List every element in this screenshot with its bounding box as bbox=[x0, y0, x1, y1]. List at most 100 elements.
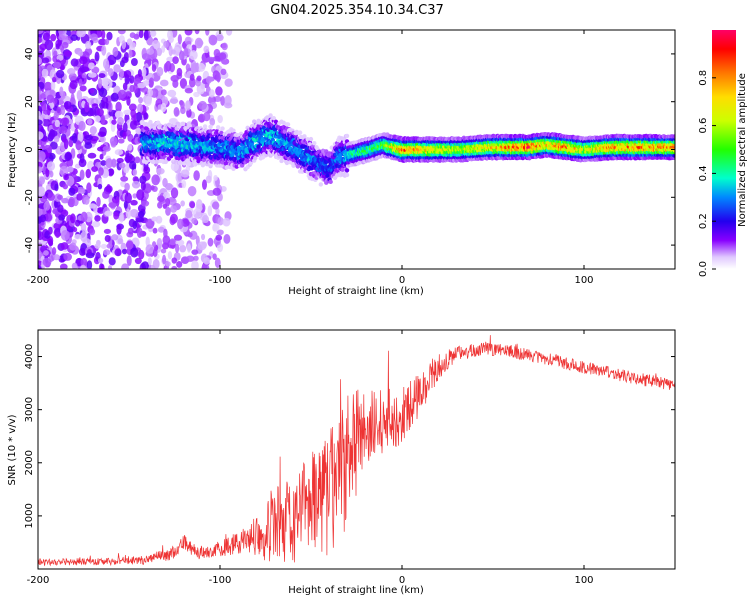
heatmap-cell bbox=[70, 213, 76, 224]
heatmap-cell bbox=[168, 238, 177, 246]
heatmap-cell bbox=[253, 155, 258, 161]
heatmap-cell bbox=[104, 38, 110, 45]
heatmap-cell bbox=[183, 47, 189, 57]
heatmap-cell bbox=[145, 96, 152, 105]
heatmap-cell bbox=[87, 152, 97, 159]
heatmap-cell bbox=[56, 106, 61, 114]
heatmap-cell bbox=[42, 32, 51, 41]
heatmap-cell bbox=[51, 247, 57, 256]
heatmap-cell bbox=[54, 183, 59, 192]
heatmap-cell bbox=[328, 179, 333, 185]
heatmap-cell bbox=[80, 231, 88, 242]
heatmap-cell bbox=[329, 145, 334, 150]
heatmap-cell bbox=[312, 140, 317, 146]
heatmap-cell bbox=[68, 196, 75, 205]
heatmap-cell bbox=[126, 96, 131, 106]
heatmap-cell bbox=[96, 207, 103, 213]
heatmap-cell bbox=[155, 215, 163, 224]
heatmap-cell bbox=[151, 174, 160, 186]
heatmap-cell bbox=[209, 89, 215, 98]
heatmap-cell bbox=[105, 185, 113, 193]
heatmap-cell bbox=[38, 151, 46, 161]
heatmap-cell bbox=[127, 144, 133, 151]
heatmap-cell bbox=[194, 30, 200, 35]
heatmap-cell bbox=[51, 76, 57, 83]
heatmap-cell bbox=[91, 220, 101, 228]
heatmap-cell bbox=[135, 127, 143, 135]
heatmap-cell bbox=[212, 222, 220, 232]
heatmap-cell bbox=[160, 102, 167, 113]
heatmap-cell bbox=[117, 138, 125, 144]
heatmap-cell bbox=[48, 226, 53, 235]
heatmap-cell bbox=[102, 58, 110, 70]
heatmap-cell bbox=[86, 260, 93, 269]
heatmap-cell bbox=[307, 142, 313, 147]
heatmap-cell bbox=[201, 241, 208, 249]
heatmap-cell bbox=[55, 231, 61, 238]
heatmap-cell bbox=[77, 131, 84, 142]
heatmap-cell bbox=[127, 227, 134, 235]
heatmap-cell bbox=[101, 45, 107, 56]
heatmap-cell bbox=[93, 97, 102, 105]
heatmap-cell bbox=[189, 73, 195, 81]
heatmap-cell bbox=[132, 193, 138, 199]
heatmap-cell bbox=[147, 257, 152, 266]
heatmap-cell bbox=[50, 80, 56, 91]
heatmap-cell bbox=[212, 187, 222, 196]
heatmap-cell bbox=[268, 144, 273, 149]
heatmap-cell bbox=[196, 158, 201, 164]
heatmap-cell bbox=[52, 254, 61, 261]
heatmap-cell bbox=[58, 214, 66, 221]
heatmap-cell bbox=[88, 62, 95, 70]
heatmap-cell bbox=[181, 121, 186, 127]
heatmap-cell bbox=[196, 75, 202, 82]
heatmap-cell bbox=[48, 152, 56, 160]
heatmap-cell bbox=[143, 112, 149, 120]
heatmap-cell bbox=[104, 114, 109, 120]
heatmap-cell bbox=[139, 175, 147, 184]
heatmap-cell bbox=[129, 208, 139, 218]
heatmap-cell bbox=[41, 118, 51, 127]
heatmap-cell bbox=[135, 217, 145, 223]
heatmap-cell bbox=[128, 218, 136, 228]
heatmap-cell bbox=[97, 183, 103, 190]
heatmap-cell bbox=[174, 42, 183, 52]
heatmap-cell bbox=[53, 50, 58, 57]
heatmap-cell bbox=[54, 119, 60, 128]
heatmap-cell bbox=[308, 136, 314, 142]
heatmap-cell bbox=[87, 97, 97, 106]
heatmap-cell bbox=[80, 66, 90, 73]
heatmap-cell bbox=[111, 119, 117, 125]
heatmap-cell bbox=[121, 40, 127, 50]
heatmap-cell bbox=[128, 103, 137, 112]
heatmap-cell bbox=[58, 30, 64, 35]
heatmap-cell bbox=[121, 248, 128, 255]
heatmap-cell bbox=[215, 34, 224, 42]
heatmap-cell bbox=[79, 85, 87, 92]
heatmap-cell bbox=[222, 217, 231, 227]
heatmap-cell bbox=[39, 214, 47, 223]
heatmap-cell bbox=[101, 101, 109, 109]
heatmap-cell bbox=[157, 226, 165, 233]
heatmap-cell bbox=[119, 211, 124, 221]
heatmap-cell bbox=[67, 165, 74, 173]
heatmap-cell bbox=[123, 165, 130, 174]
heatmap-cell bbox=[96, 108, 104, 117]
heatmap-cell bbox=[159, 79, 169, 87]
heatmap-cell bbox=[77, 188, 86, 195]
heatmap-cell bbox=[84, 101, 90, 113]
heatmap-cell bbox=[225, 30, 233, 36]
heatmap-cell bbox=[80, 222, 87, 233]
heatmap-cell bbox=[282, 129, 287, 134]
heatmap-cell bbox=[43, 109, 49, 115]
heatmap-cell bbox=[64, 152, 71, 162]
heatmap-cell bbox=[122, 82, 128, 91]
heatmap-cell bbox=[70, 58, 79, 67]
heatmap-cell bbox=[123, 109, 132, 116]
heatmap-cell bbox=[268, 113, 273, 118]
heatmap-cell bbox=[162, 235, 171, 245]
heatmap-cell bbox=[281, 120, 286, 126]
heatmap-cell bbox=[38, 57, 42, 65]
heatmap-cell bbox=[89, 126, 97, 135]
heatmap-cell bbox=[213, 175, 218, 181]
